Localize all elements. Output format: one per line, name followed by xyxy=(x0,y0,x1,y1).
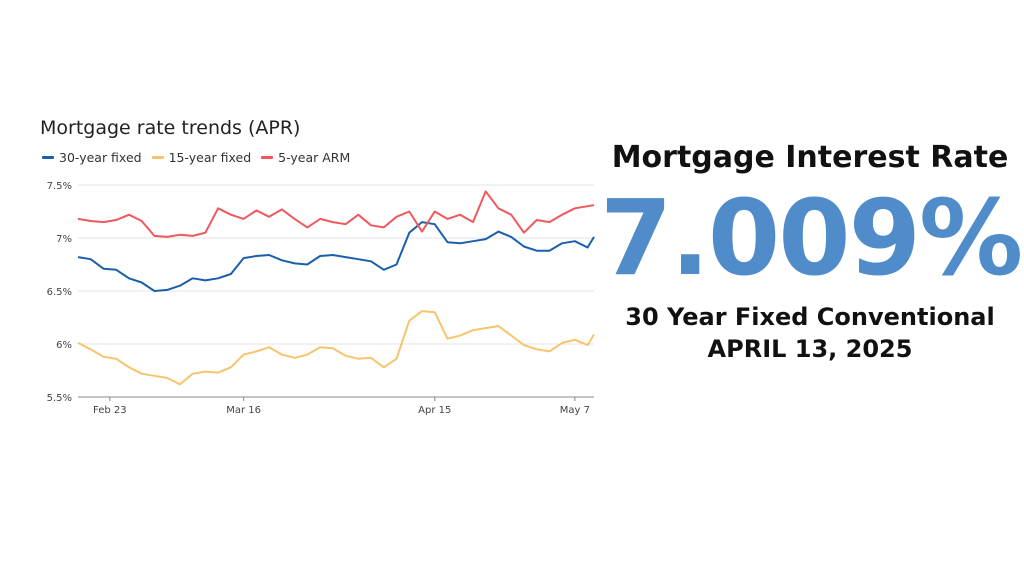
x-tick-label: Mar 16 xyxy=(226,405,261,416)
y-tick-label: 5.5% xyxy=(47,393,72,404)
x-tick-label: Feb 23 xyxy=(93,405,127,416)
line-chart: 5.5% 6% 6.5% 7% 7.5% Feb 23 Mar 16 Apr 15 May 7 xyxy=(47,181,595,416)
series-line-15-year-fixed xyxy=(77,310,595,386)
legend-item-15-year-fixed: 15-year fixed xyxy=(151,150,252,165)
series-line-30-year-fixed xyxy=(77,221,595,292)
loan-type: 30 Year Fixed Conventional xyxy=(625,303,995,331)
rate-panel: Mortgage Interest Rate 7.009% 30 Year Fi… xyxy=(600,140,1023,363)
legend-swatch xyxy=(42,156,54,159)
legend-swatch xyxy=(151,156,164,159)
x-tick-label: Apr 15 xyxy=(418,405,451,416)
legend-swatch xyxy=(261,156,274,159)
y-tick-label: 6.5% xyxy=(47,287,72,298)
panel-heading: Mortgage Interest Rate xyxy=(611,140,1009,175)
legend-label: 15-year fixed xyxy=(168,150,252,165)
rate-date: APRIL 13, 2025 xyxy=(707,335,913,363)
legend-item-5-year-arm: 5-year ARM xyxy=(261,150,350,165)
x-tick-label: May 7 xyxy=(560,405,590,416)
series-line-5-year-arm xyxy=(77,190,595,238)
x-axis-ticks: Feb 23 Mar 16 Apr 15 May 7 xyxy=(93,397,590,416)
y-tick-label: 6% xyxy=(56,340,72,351)
y-tick-label: 7.5% xyxy=(47,181,72,192)
y-tick-label: 7% xyxy=(56,234,72,245)
series-lines xyxy=(77,190,595,386)
legend-item-30-year-fixed: 30-year fixed xyxy=(42,150,142,165)
y-axis-ticks: 5.5% 6% 6.5% 7% 7.5% xyxy=(47,181,72,404)
chart-legend: 30-year fixed 15-year fixed 5-year ARM xyxy=(42,150,350,165)
chart-title: Mortgage rate trends (APR) xyxy=(40,117,301,139)
rate-value: 7.009% xyxy=(600,177,1023,299)
legend-label: 30-year fixed xyxy=(59,150,142,165)
legend-label: 5-year ARM xyxy=(278,150,351,165)
